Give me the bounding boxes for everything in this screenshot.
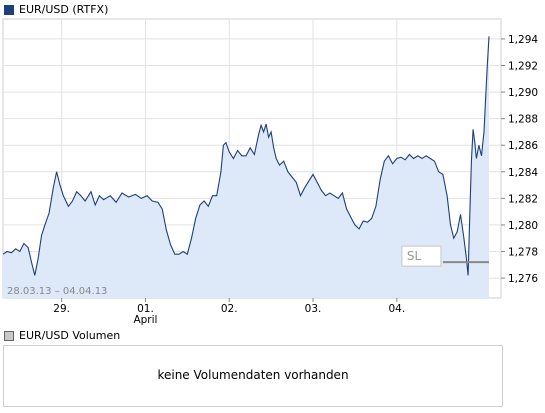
price-chart: SL 1,276 1,278 1,280 1,282 1,284 1,286 1,288 1,…	[2, 18, 538, 325]
volume-legend-swatch	[4, 330, 14, 341]
y-tick-label: 1,276	[508, 273, 538, 285]
y-tick-label: 1,282	[508, 193, 538, 205]
price-area-fill	[3, 36, 489, 299]
x-tick-label: 03.	[305, 303, 322, 315]
y-tick-label: 1,286	[508, 140, 538, 152]
volume-panel: keine Volumendaten vorhanden	[3, 345, 503, 407]
x-tick-sublabel: April	[133, 314, 157, 325]
date-range-label: 28.03.13 – 04.04.13	[7, 286, 107, 297]
x-tick-label: 29.	[53, 303, 70, 315]
y-tick-label: 1,288	[508, 114, 538, 126]
y-tick-label: 1,278	[508, 247, 538, 259]
y-tick-label: 1,284	[508, 167, 538, 179]
volume-legend: EUR/USD Volumen	[4, 329, 120, 342]
y-tick-label: 1,292	[508, 61, 538, 73]
y-tick-label: 1,280	[508, 220, 538, 232]
price-legend-label: EUR/USD (RTFX)	[19, 3, 109, 16]
stop-loss-label-box	[401, 245, 442, 267]
volume-empty-message: keine Volumendaten vorhanden	[157, 368, 349, 382]
price-legend-swatch	[4, 4, 14, 15]
volume-legend-label: EUR/USD Volumen	[19, 329, 121, 342]
x-tick-label: 04.	[388, 303, 405, 315]
x-tick-label: 02.	[221, 303, 238, 315]
y-tick-label: 1,294	[508, 34, 538, 46]
price-line	[2, 36, 490, 276]
stop-loss-label: SL	[407, 249, 422, 263]
y-tick-label: 1,290	[508, 87, 538, 99]
price-legend: EUR/USD (RTFX)	[4, 3, 108, 16]
x-tick-label: 01.	[137, 303, 154, 315]
